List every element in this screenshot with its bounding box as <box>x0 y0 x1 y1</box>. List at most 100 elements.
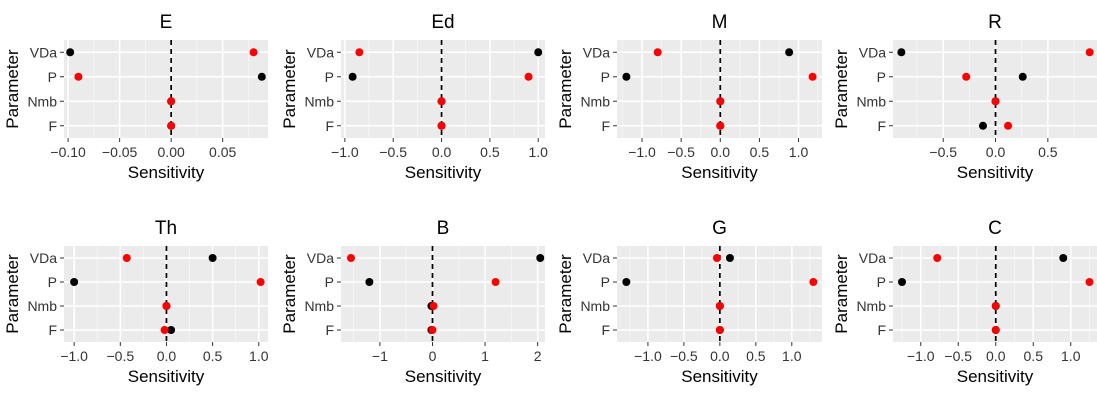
x-tick-label: 0.0 <box>986 144 1006 160</box>
x-tick-label: 1.0 <box>249 348 269 364</box>
data-point-series-2 <box>429 302 438 310</box>
data-point-series-1 <box>1018 72 1027 81</box>
y-axis-label: Parameter <box>3 49 22 129</box>
data-point-series-2 <box>962 72 971 81</box>
x-tick-label: 0.0 <box>986 348 1006 364</box>
data-point-series-2 <box>712 254 721 262</box>
x-tick-label: 1.0 <box>782 348 802 364</box>
data-point-series-2 <box>249 48 258 57</box>
data-point-series-2 <box>256 278 265 286</box>
y-tick-label: P <box>48 69 57 85</box>
data-point-series-2 <box>437 97 446 106</box>
y-tick-label: P <box>601 69 610 85</box>
x-tick-label: 0.0 <box>710 348 730 364</box>
data-point-series-2 <box>716 97 725 106</box>
y-tick-label: F <box>877 118 886 134</box>
x-tick-label: −1.0 <box>634 348 662 364</box>
data-point-series-1 <box>898 278 906 286</box>
y-axis-label: Parameter <box>832 254 851 334</box>
y-tick-label: Nmb <box>27 93 57 109</box>
y-tick-label: F <box>325 118 334 134</box>
x-tick-label: 1.0 <box>789 144 809 160</box>
x-tick-label: 0.0 <box>157 348 177 364</box>
data-point-series-1 <box>70 278 79 286</box>
y-tick-label: P <box>325 69 334 85</box>
panel-background <box>341 246 545 342</box>
x-axis-label: Sensitivity <box>681 367 758 386</box>
y-tick-label: P <box>48 274 57 290</box>
data-point-series-1 <box>534 48 543 57</box>
y-axis-label: Parameter <box>280 254 299 334</box>
data-point-series-2 <box>167 121 176 130</box>
panel-title: E <box>160 12 173 33</box>
y-axis-label: Parameter <box>556 49 575 129</box>
data-point-series-1 <box>208 254 217 262</box>
data-point-series-1 <box>257 72 266 81</box>
panel-m: M VDa P Nmb F −1.0 −0.5 0.0 0.5 1.0 Sensitivity Par… <box>556 12 822 182</box>
y-tick-label: F <box>48 322 57 338</box>
y-axis-label: Parameter <box>280 49 299 129</box>
data-point-series-1 <box>1059 254 1068 262</box>
data-point-series-2 <box>933 254 942 262</box>
panel-title: C <box>988 218 1002 239</box>
x-tick-label: 0.5 <box>203 348 223 364</box>
data-point-series-2 <box>991 326 1000 334</box>
panel-b: B VDa P Nmb F −1 0 1 2 Sensitivity Parameter <box>280 218 545 386</box>
y-tick-label: VDa <box>307 44 334 60</box>
x-axis-label: Sensitivity <box>681 163 758 182</box>
data-point-series-2 <box>122 254 131 262</box>
panel-c: C VDa P Nmb F −1.0 −0.5 0.0 0.5 1.0 Sensitivity Par… <box>832 218 1097 386</box>
y-tick-label: Nmb <box>27 298 57 314</box>
y-tick-label: F <box>601 118 610 134</box>
y-tick-label: VDa <box>30 250 57 266</box>
panel-title: G <box>712 218 727 239</box>
y-tick-label: F <box>877 322 886 338</box>
panel-th: Th VDa P Nmb F−1.0 −0.5 0.0 0.5 1.0 Sensitivity Pa… <box>3 218 269 386</box>
y-tick-label: P <box>325 274 334 290</box>
y-tick-label: Nmb <box>304 93 334 109</box>
y-tick-label: F <box>325 322 334 338</box>
x-tick-label: −0.5 <box>667 144 695 160</box>
x-tick-label: 0.5 <box>746 348 766 364</box>
panel-title: B <box>437 218 450 239</box>
x-axis-label: Sensitivity <box>405 163 482 182</box>
panel-background <box>341 40 545 138</box>
data-point-series-2 <box>1004 121 1013 130</box>
data-point-series-1 <box>622 278 631 286</box>
x-axis-label: Sensitivity <box>957 163 1034 182</box>
y-tick-label: F <box>48 118 57 134</box>
x-tick-label: −0.5 <box>944 348 972 364</box>
panel-title: Th <box>155 218 177 239</box>
x-axis-label: Sensitivity <box>128 163 205 182</box>
x-axis-label: Sensitivity <box>957 367 1034 386</box>
x-tick-label: 0.5 <box>750 144 770 160</box>
data-point-series-2 <box>716 121 725 130</box>
data-point-series-1 <box>978 121 987 130</box>
data-point-series-2 <box>346 254 355 262</box>
y-axis-label: Parameter <box>556 254 575 334</box>
data-point-series-1 <box>167 326 176 334</box>
y-tick-label: Nmb <box>856 93 886 109</box>
data-point-series-1 <box>897 48 906 57</box>
data-point-series-2 <box>1085 278 1094 286</box>
y-tick-label: Nmb <box>304 298 334 314</box>
data-point-series-2 <box>437 121 446 130</box>
data-point-series-1 <box>536 254 545 262</box>
x-tick-label: 0.5 <box>1038 144 1058 160</box>
data-point-series-2 <box>809 278 818 286</box>
x-tick-label: 0.0 <box>432 144 452 160</box>
data-point-series-2 <box>991 302 1000 310</box>
y-tick-label: P <box>877 274 886 290</box>
x-tick-label: −0.5 <box>379 144 407 160</box>
x-tick-label: 0 <box>429 348 437 364</box>
data-point-series-2 <box>808 72 817 81</box>
panel-title: R <box>988 12 1002 33</box>
x-tick-label: 0.0 <box>711 144 731 160</box>
x-tick-label: 2 <box>534 348 542 364</box>
y-tick-label: P <box>601 274 610 290</box>
x-tick-label: −0.5 <box>106 348 134 364</box>
data-point-series-2 <box>162 302 171 310</box>
data-point-series-2 <box>355 48 364 57</box>
